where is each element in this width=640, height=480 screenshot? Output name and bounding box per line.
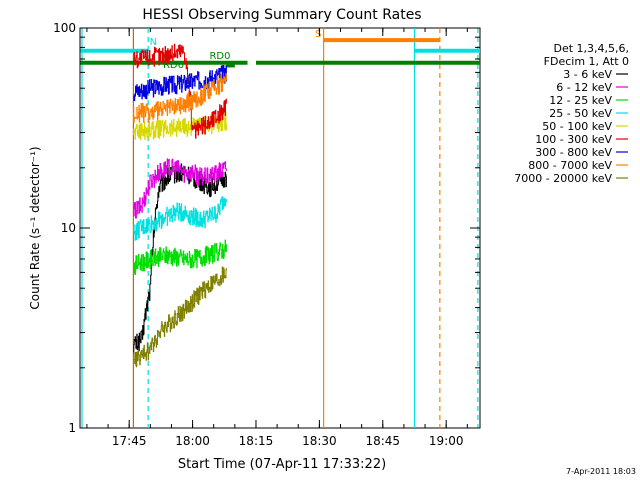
flag-label-rd6: RD6	[163, 60, 184, 71]
y-tick-label-1: 10	[61, 221, 76, 235]
flag-label-n: N	[150, 37, 157, 48]
legend-header-line-1: Det 1,3,4,5,6,	[553, 42, 629, 55]
legend-label-7: 800 - 7000 keV	[528, 159, 612, 172]
x-tick-label-3: 18:30	[302, 434, 337, 448]
timestamp: 7-Apr-2011 18:03	[566, 467, 636, 476]
series-line-2	[133, 239, 227, 275]
series-line-8	[133, 266, 227, 368]
series-line-3	[133, 196, 227, 241]
y-tick-label-2: 100	[53, 21, 76, 35]
legend: Det 1,3,4,5,6, FDecim 1, Att 0 3 - 6 keV…	[514, 42, 629, 185]
x-tick-label-4: 18:45	[365, 434, 400, 448]
axes: 17:45 18:00 18:15 18:30 18:45 19:00 1 10 100	[53, 21, 480, 448]
series-line-1	[133, 158, 227, 219]
legend-label-5: 100 - 300 keV	[535, 133, 612, 146]
legend-label-0: 3 - 6 keV	[563, 68, 612, 81]
plot-marks: N S RD6 RD0	[80, 28, 480, 428]
flag-label-s: S	[315, 29, 321, 40]
x-axis-label: Start Time (07-Apr-11 17:33:22)	[178, 457, 386, 472]
legend-label-6: 300 - 800 keV	[535, 146, 612, 159]
x-tick-label-2: 18:15	[239, 434, 274, 448]
legend-label-4: 50 - 100 keV	[542, 120, 612, 133]
y-axis-label: Count Rate (s⁻¹ detector⁻¹)	[28, 146, 42, 309]
chart-title: HESSI Observing Summary Count Rates	[142, 7, 421, 23]
x-tick-label-1: 18:00	[175, 434, 210, 448]
y-tick-label-0: 1	[68, 421, 76, 435]
series-line-6	[133, 65, 227, 102]
legend-header-line-2: FDecim 1, Att 0	[544, 55, 629, 68]
legend-label-8: 7000 - 20000 keV	[514, 172, 612, 185]
series-line-5	[133, 43, 227, 139]
legend-label-3: 25 - 50 keV	[549, 107, 612, 120]
legend-label-1: 6 - 12 keV	[556, 81, 612, 94]
x-tick-label-5: 19:00	[429, 434, 464, 448]
flag-label-rd0: RD0	[209, 51, 230, 62]
x-tick-label-0: 17:45	[112, 434, 147, 448]
legend-label-2: 12 - 25 keV	[549, 94, 612, 107]
series-line-7	[133, 73, 227, 124]
